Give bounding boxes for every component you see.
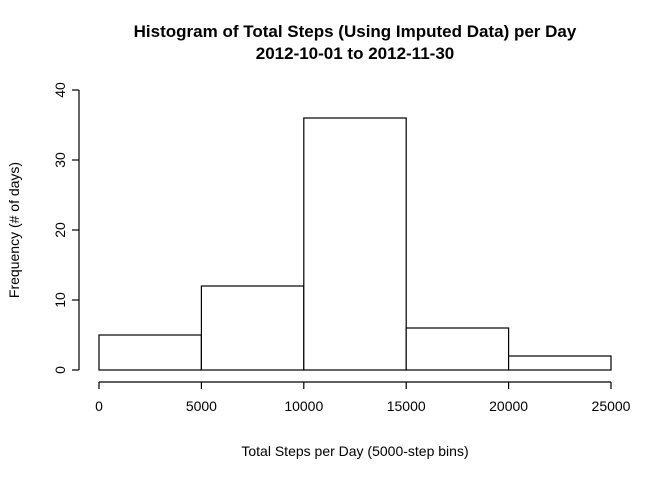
x-axis-label: Total Steps per Day (5000-step bins): [241, 443, 468, 459]
x-axis: 0 5000 10000 15000 20000 25000: [95, 381, 631, 414]
histogram-bar-0: [98, 334, 203, 371]
histogram-bar-1: [200, 285, 305, 371]
y-axis-label: Frequency (# of days): [6, 162, 22, 298]
y-tick-label-3: 30: [52, 152, 68, 168]
bars-group: [98, 117, 612, 371]
x-tick-label-3: 15000: [387, 398, 426, 414]
chart-subtitle: 2012-10-01 to 2012-11-30: [256, 44, 454, 63]
y-tick-label-4: 40: [52, 82, 68, 98]
x-tick-label-4: 20000: [489, 398, 528, 414]
y-tick-label-1: 10: [52, 292, 68, 308]
x-tick-label-1: 5000: [186, 398, 217, 414]
x-tick-label-0: 0: [95, 398, 103, 414]
histogram-bar-3: [405, 327, 510, 371]
y-tick-label-2: 20: [52, 222, 68, 238]
x-tick-label-2: 10000: [284, 398, 323, 414]
x-tick-label-5: 25000: [592, 398, 631, 414]
y-axis: 0 10 20 30 40: [52, 82, 80, 374]
histogram-bar-2: [303, 117, 407, 371]
y-tick-label-0: 0: [52, 366, 68, 374]
chart-title: Histogram of Total Steps (Using Imputed …: [134, 22, 577, 41]
histogram-bar-4: [508, 355, 612, 371]
